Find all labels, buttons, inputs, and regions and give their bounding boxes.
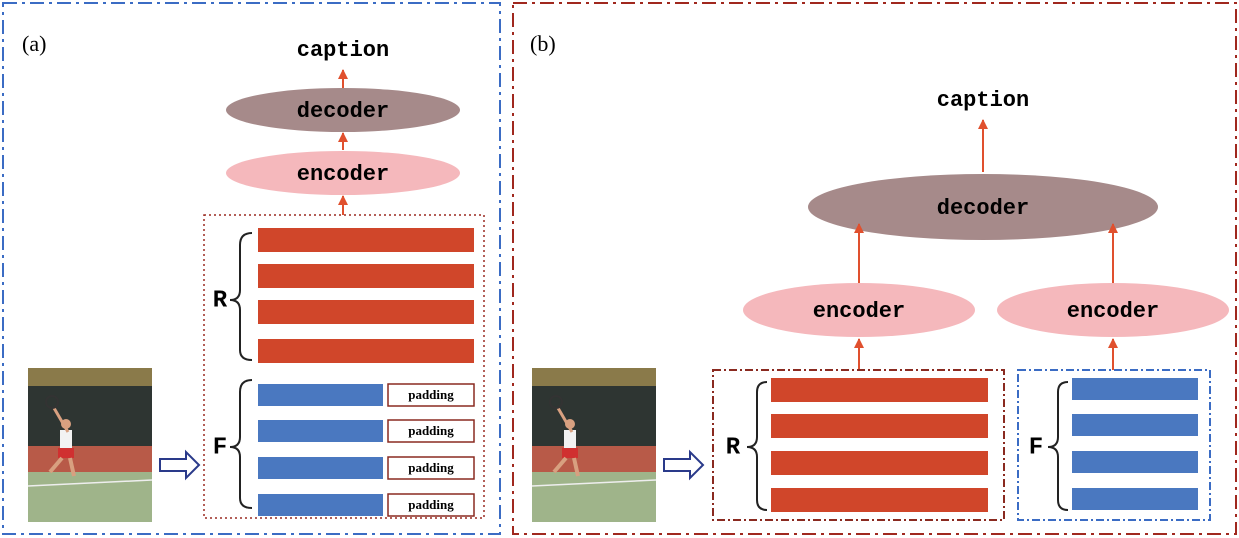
feature-bars: [258, 384, 383, 516]
brace: [230, 380, 252, 508]
bar: [1072, 414, 1198, 436]
diagram: (a) caption decoder encoder R padding pa…: [0, 0, 1239, 538]
bar: [258, 339, 474, 363]
padding-label: padding: [408, 423, 454, 438]
bar: [258, 384, 383, 406]
panel-label: (a): [22, 31, 46, 56]
brace: [230, 233, 252, 360]
bar: [1072, 378, 1198, 400]
bar: [258, 300, 474, 324]
padding-label: padding: [408, 387, 454, 402]
bar: [1072, 451, 1198, 473]
encoder-label: encoder: [1067, 299, 1159, 324]
caption: caption: [297, 38, 389, 63]
padding-label: padding: [408, 460, 454, 475]
r-label: R: [213, 287, 228, 314]
bar: [771, 414, 988, 438]
input-image: [532, 368, 656, 522]
bar: [258, 457, 383, 479]
bar: [771, 488, 988, 512]
region-bars: [258, 228, 474, 363]
padding-label: padding: [408, 497, 454, 512]
bar: [258, 420, 383, 442]
panel-label: (b): [530, 31, 556, 56]
r-label: R: [726, 434, 741, 461]
bar: [258, 228, 474, 252]
bar: [1072, 488, 1198, 510]
f-label: F: [1029, 434, 1043, 461]
input-arrow: [664, 452, 703, 478]
feature-bars: [1072, 378, 1198, 510]
bar: [258, 494, 383, 516]
bar: [771, 451, 988, 475]
decoder-label: decoder: [297, 99, 389, 124]
f-label: F: [213, 434, 227, 461]
decoder-label: decoder: [937, 196, 1029, 221]
bar: [771, 378, 988, 402]
brace: [1048, 382, 1068, 510]
caption: caption: [937, 88, 1029, 113]
bar: [258, 264, 474, 288]
panel-b: (b) caption decoder encoder encoder R F: [513, 3, 1236, 534]
input-arrow: [160, 452, 199, 478]
region-bars: [771, 378, 988, 512]
encoder-label: encoder: [297, 162, 389, 187]
encoder-label: encoder: [813, 299, 905, 324]
input-image: [28, 368, 152, 522]
panel-a: (a) caption decoder encoder R padding pa…: [3, 3, 500, 534]
brace: [747, 382, 767, 510]
